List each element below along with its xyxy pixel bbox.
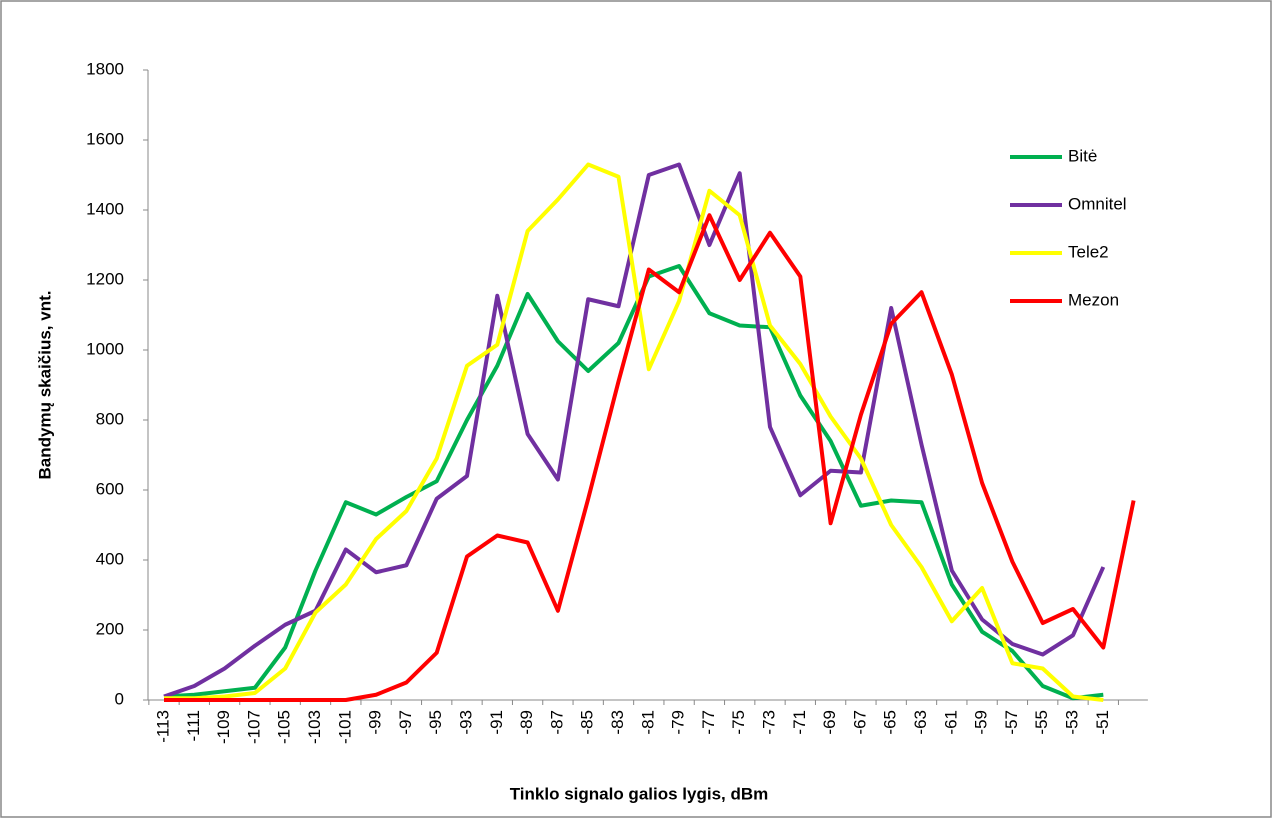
x-tick-label: -79 — [669, 710, 688, 735]
x-tick-label: -105 — [275, 710, 294, 744]
y-tick-label: 1200 — [86, 269, 124, 288]
x-tick-label: -55 — [1032, 710, 1051, 735]
y-axis-title: Bandymų skaičius, vnt. — [35, 291, 54, 480]
x-tick-label: -83 — [608, 710, 627, 735]
legend-label: Mezon — [1068, 290, 1119, 309]
x-tick-label: -51 — [1093, 710, 1112, 735]
x-tick-label: -101 — [335, 710, 354, 744]
x-tick-label: -87 — [547, 710, 566, 735]
legend-label: Bitė — [1068, 146, 1097, 165]
legend-label: Omnitel — [1068, 194, 1127, 213]
x-tick-label: -85 — [578, 710, 597, 735]
x-tick-label: -109 — [214, 710, 233, 744]
x-tick-label: -71 — [790, 710, 809, 735]
x-tick-label: -93 — [456, 710, 475, 735]
legend-label: Tele2 — [1068, 242, 1109, 261]
series-line — [164, 213, 1136, 702]
series-line — [163, 264, 1104, 701]
x-tick-label: -107 — [244, 710, 263, 744]
x-tick-label: -77 — [699, 710, 718, 735]
x-tick-label: -63 — [911, 710, 930, 735]
x-tick-label: -99 — [366, 710, 385, 735]
x-tick-label: -67 — [850, 710, 869, 735]
x-tick-label: -95 — [426, 710, 445, 735]
x-tick-label: -75 — [729, 710, 748, 735]
x-tick-label: -89 — [517, 710, 536, 735]
y-tick-label: 1600 — [86, 129, 124, 148]
x-tick-label: -81 — [638, 710, 657, 735]
x-tick-label: -113 — [153, 710, 172, 743]
y-tick-label: 1800 — [86, 59, 124, 78]
y-tick-label: 1400 — [86, 199, 124, 218]
series-line — [164, 162, 1104, 702]
y-tick-label: 600 — [96, 479, 124, 498]
x-tick-label: -57 — [1002, 710, 1021, 735]
y-tick-label: 0 — [115, 689, 124, 708]
y-tick-label: 400 — [96, 549, 124, 568]
x-tick-label: -65 — [881, 710, 900, 735]
x-tick-label: -111 — [184, 710, 203, 742]
x-tick-label: -53 — [1062, 710, 1081, 735]
x-tick-label: -103 — [305, 710, 324, 744]
x-tick-label: -69 — [820, 710, 839, 735]
x-tick-label: -91 — [487, 710, 506, 735]
x-tick-label: -61 — [941, 710, 960, 735]
y-tick-label: 1000 — [86, 339, 124, 358]
x-tick-label: -73 — [759, 710, 778, 735]
x-axis-title: Tinklo signalo galios lygis, dBm — [510, 784, 769, 803]
x-tick-label: -97 — [396, 710, 415, 735]
y-tick-label: 200 — [96, 619, 124, 638]
series-line — [163, 162, 1106, 699]
x-tick-label: -59 — [972, 710, 991, 735]
y-tick-label: 800 — [96, 409, 124, 428]
